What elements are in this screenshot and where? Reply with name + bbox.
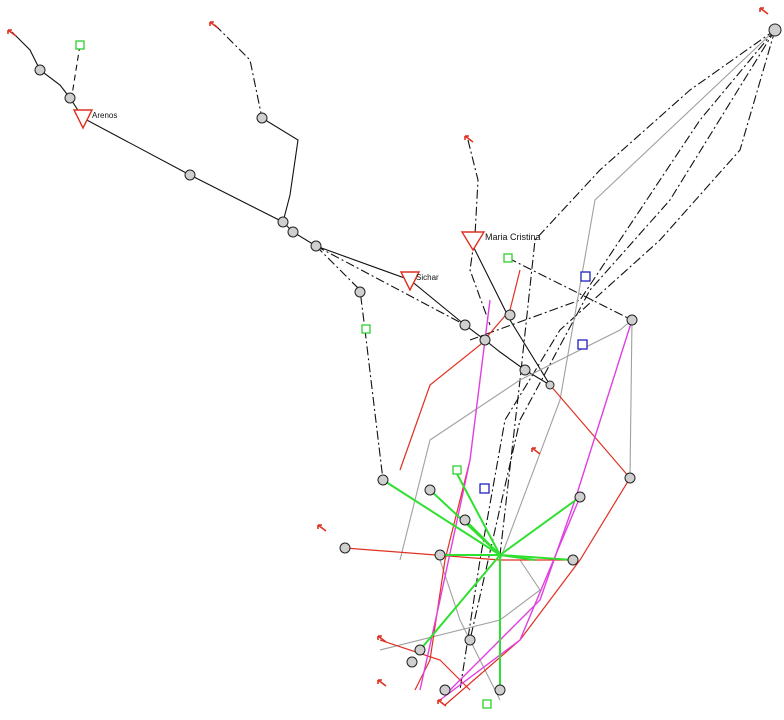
node-label: Maria Cristina — [485, 232, 541, 242]
main-river — [11, 31, 551, 386]
branch — [71, 44, 81, 96]
branch — [261, 117, 299, 223]
channel — [444, 384, 631, 706]
branch — [379, 559, 541, 651]
branch — [459, 29, 776, 691]
reservoir — [460, 231, 486, 252]
channel — [399, 269, 521, 471]
nodes — [7, 7, 782, 709]
branch — [469, 29, 776, 641]
branch — [469, 29, 776, 341]
branch — [315, 245, 384, 481]
branch — [439, 559, 501, 701]
channel — [439, 496, 581, 701]
node-label: Sichar — [416, 273, 439, 282]
branch — [507, 257, 633, 321]
channel — [449, 319, 633, 691]
branch — [315, 245, 466, 326]
reservoir — [72, 109, 94, 130]
channel — [419, 299, 491, 691]
branch — [214, 24, 263, 119]
branch — [499, 29, 776, 556]
node-label: Arenos — [92, 111, 117, 120]
channel — [414, 459, 471, 691]
edges — [11, 24, 776, 706]
branch — [499, 29, 776, 561]
reservoir — [399, 271, 421, 292]
branch — [399, 318, 633, 561]
